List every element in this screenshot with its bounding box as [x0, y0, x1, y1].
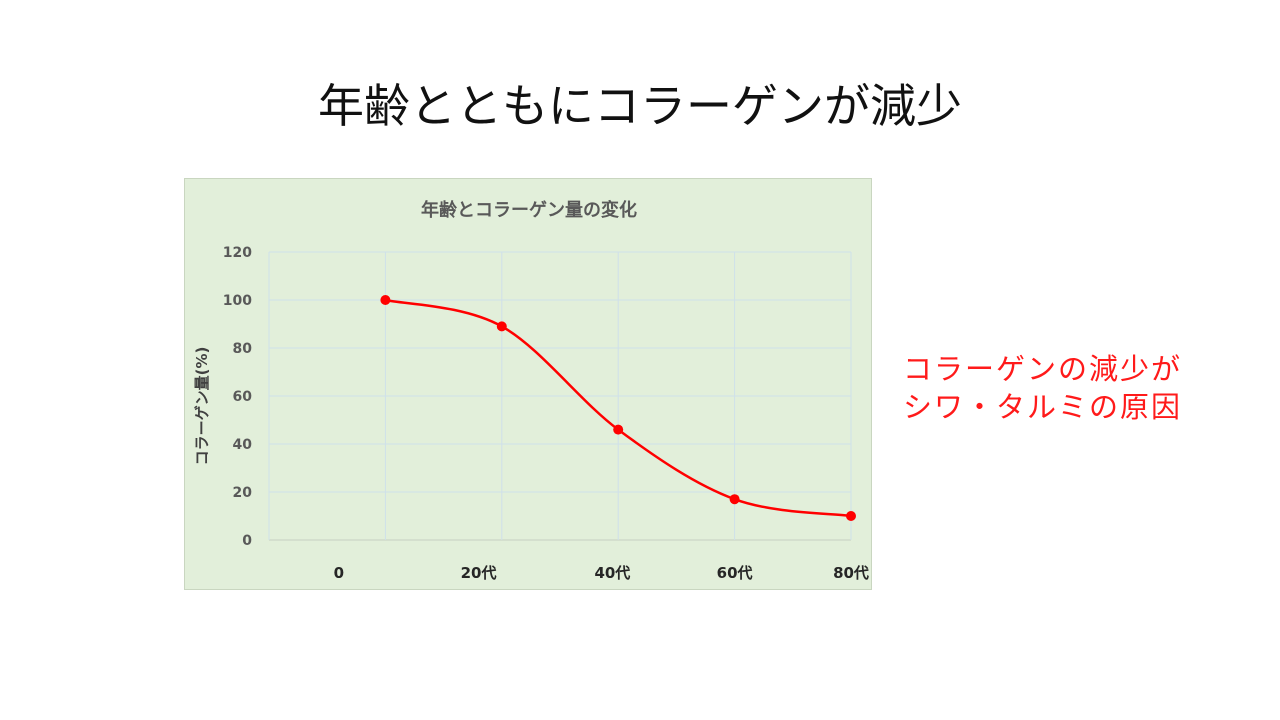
side-note-line-1: コラーゲンの減少が [903, 352, 1183, 386]
x-tick-label: 80代 [833, 564, 869, 582]
x-tick-label: 0 [334, 564, 344, 582]
x-tick-label: 20代 [461, 564, 497, 582]
y-tick-label: 80 [233, 341, 253, 357]
x-tick-label: 40代 [594, 564, 630, 582]
grid-lines [268, 251, 852, 541]
data-point [846, 511, 856, 521]
chart-area: 年齢とコラーゲン量の変化 0 20 40 60 80 100 120 0 20代 40代 60代 8… [184, 178, 872, 590]
y-tick-label: 0 [242, 533, 252, 549]
y-axis-label: コラーゲン量(%) [193, 347, 211, 466]
side-note-line-2: シワ・タルミの原因 [903, 390, 1183, 424]
chart-title: 年齢とコラーゲン量の変化 [421, 199, 637, 221]
series-layer [380, 295, 856, 521]
y-tick-label: 40 [233, 437, 253, 453]
y-tick-label: 60 [233, 389, 253, 405]
y-tick-label: 100 [223, 293, 252, 309]
x-tick-labels: 0 20代 40代 60代 80代 [334, 564, 869, 582]
x-tick-label: 60代 [717, 564, 753, 582]
data-point [729, 494, 740, 505]
y-tick-label: 120 [223, 245, 252, 261]
slide-title: 年齢とともにコラーゲンが減少 [318, 79, 962, 133]
y-tick-label: 20 [233, 485, 253, 501]
side-note: コラーゲンの減少が シワ・タルミの原因 [903, 350, 1263, 426]
data-point [496, 321, 507, 332]
data-point [613, 424, 624, 435]
data-point [380, 295, 391, 305]
y-tick-labels: 0 20 40 60 80 100 120 [223, 245, 252, 549]
collagen-line-chart: 年齢とコラーゲン量の変化 0 20 40 60 80 100 120 0 20代 40代 60代 8… [193, 199, 869, 582]
